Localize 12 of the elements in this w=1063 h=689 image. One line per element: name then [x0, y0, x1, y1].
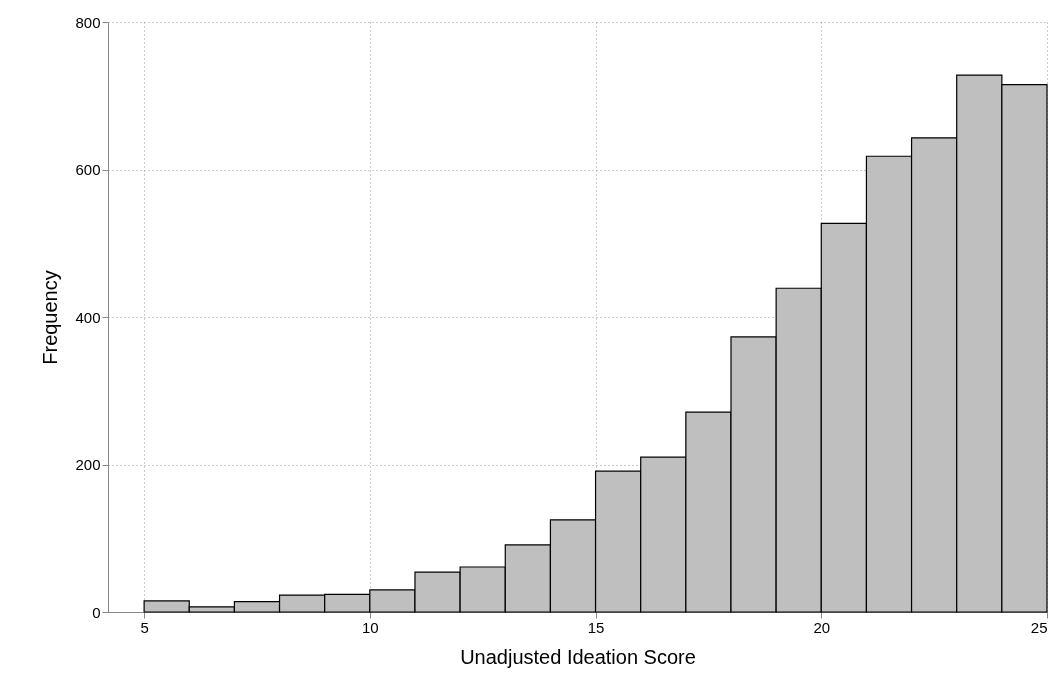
y-tick-label: 200 — [75, 456, 101, 473]
y-axis-title: Frequency — [39, 270, 62, 365]
y-tick-label: 600 — [75, 161, 101, 178]
x-tick-label: 10 — [361, 618, 379, 636]
x-tick-label: 5 — [140, 618, 149, 636]
x-tick-label: 25 — [1030, 618, 1048, 636]
y-tick-label: 400 — [75, 308, 101, 326]
y-tick-label: 800 — [75, 13, 101, 31]
y-tick-label: 0 — [92, 603, 101, 621]
x-axis-title: Unadjusted Ideation Score — [460, 645, 696, 668]
x-tick-label: 20 — [813, 618, 831, 636]
x-tick-label: 15 — [587, 618, 605, 636]
